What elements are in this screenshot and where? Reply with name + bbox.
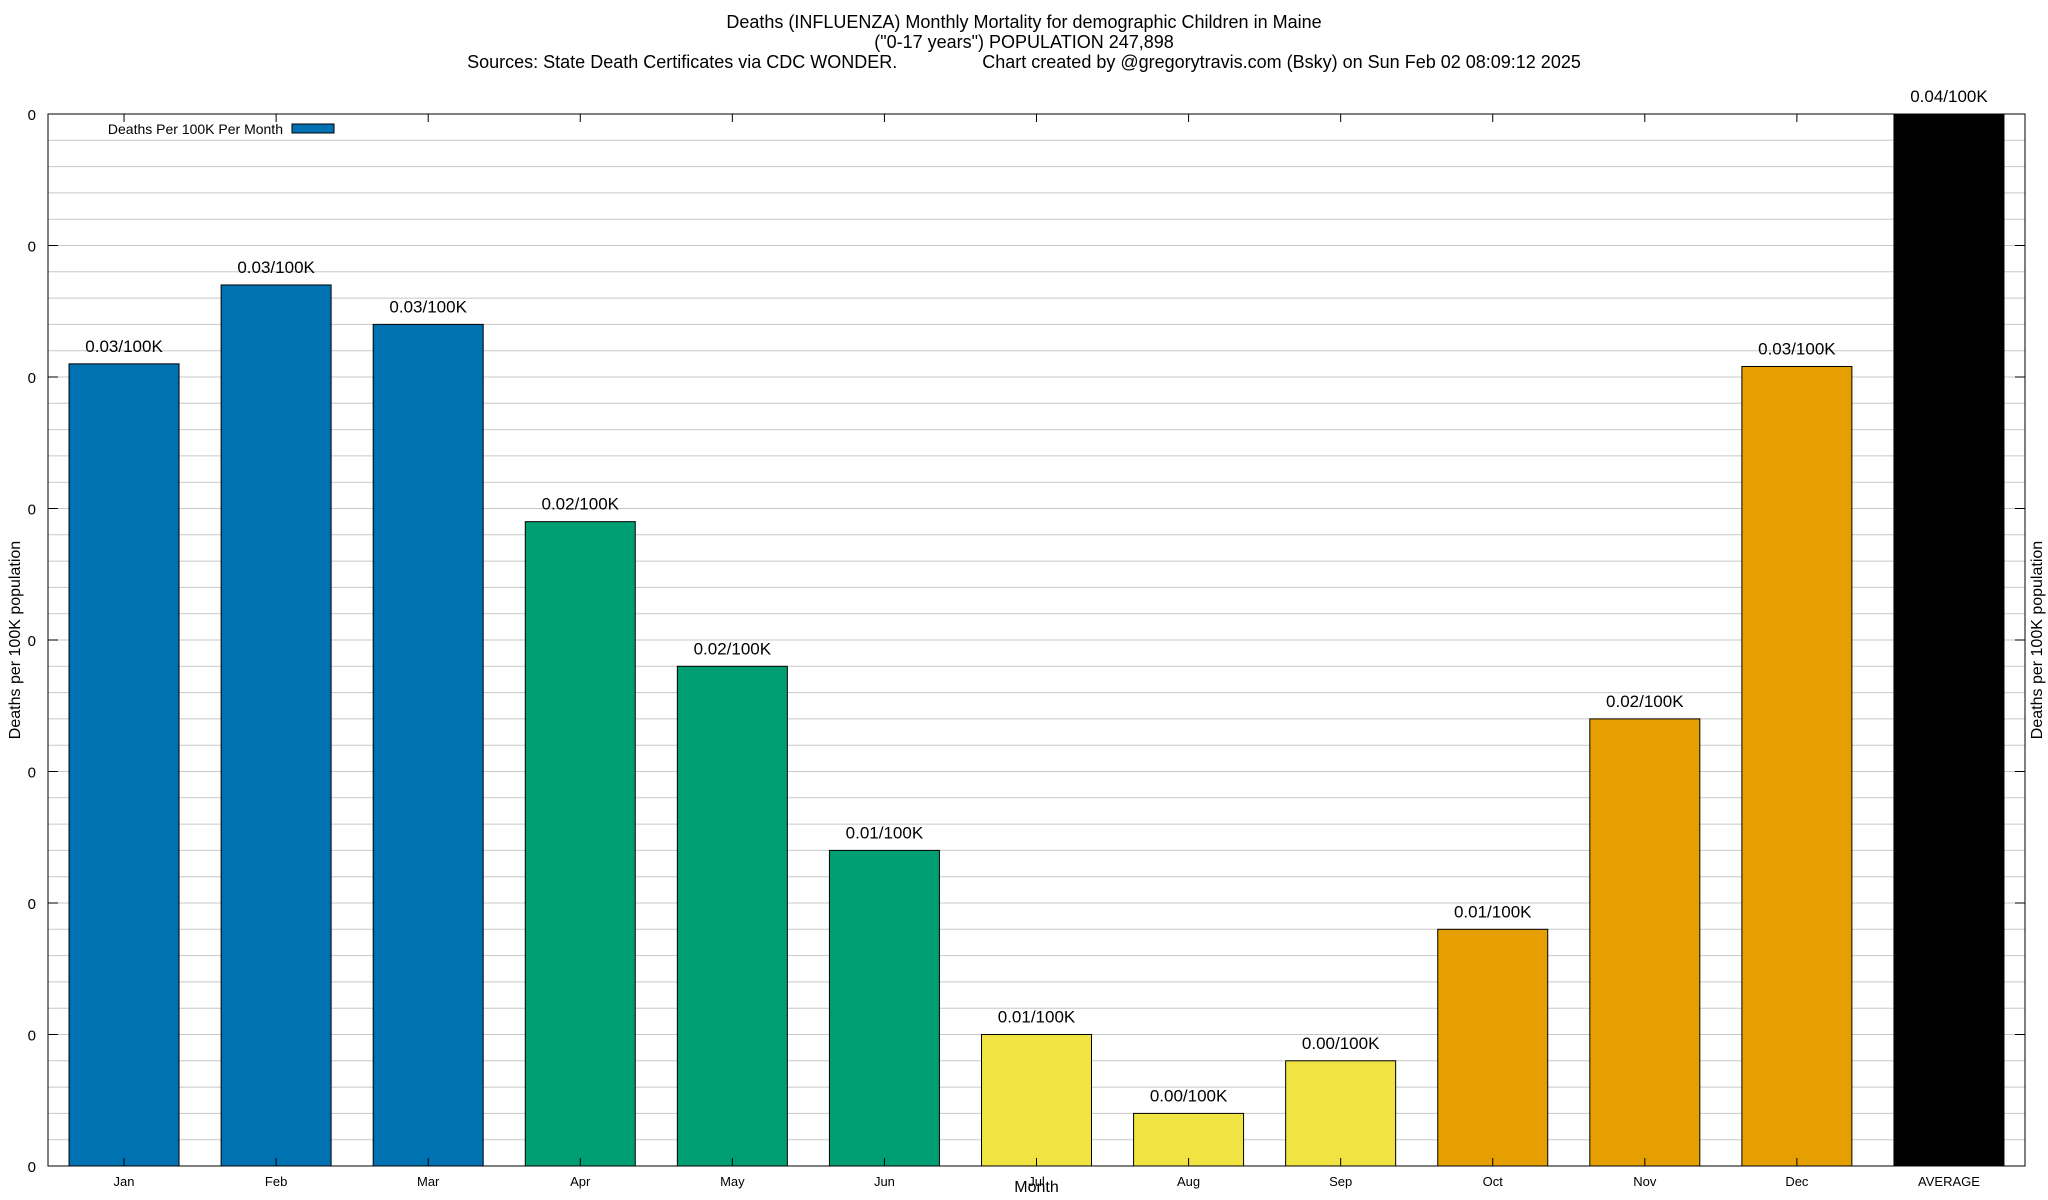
- data-label: 0.01/100K: [1454, 902, 1532, 921]
- legend-label: Deaths Per 100K Per Month: [108, 121, 283, 137]
- bars: [68, 113, 2005, 1167]
- data-label: 0.01/100K: [846, 823, 924, 842]
- y-tick-label: 0: [28, 896, 36, 913]
- y-tick-label: 0: [28, 765, 36, 782]
- bar-apr: [524, 521, 636, 1167]
- bar-aug: [1133, 1112, 1245, 1167]
- bar-jun: [828, 849, 940, 1167]
- bar-oct: [1437, 928, 1549, 1167]
- legend: Deaths Per 100K Per Month: [108, 121, 335, 137]
- plot-frame: [47, 113, 2026, 1167]
- x-tick-label: Aug: [1177, 1174, 1200, 1189]
- x-tick-label: Jan: [114, 1174, 135, 1189]
- y-tick-label: 0: [28, 370, 36, 387]
- x-tick-label: Nov: [1633, 1174, 1657, 1189]
- data-label: 0.03/100K: [389, 297, 467, 316]
- y-tick-label: 0: [28, 1028, 36, 1045]
- data-label: 0.04/100K: [1910, 87, 1988, 106]
- legend-swatch: [291, 123, 335, 134]
- y-tick-label: 0: [28, 239, 36, 256]
- x-tick-label: May: [720, 1174, 745, 1189]
- data-label: 0.02/100K: [1606, 692, 1684, 711]
- y-tick-label: 0: [28, 502, 36, 519]
- data-label: 0.03/100K: [85, 337, 163, 356]
- bar-jan: [68, 363, 180, 1167]
- chart-subtitle: ("0-17 years") POPULATION 247,898: [874, 32, 1174, 52]
- bar-sep: [1285, 1060, 1397, 1167]
- x-tick-label: Apr: [570, 1174, 591, 1189]
- x-tick-label: Feb: [265, 1174, 287, 1189]
- x-tick-label: Jun: [874, 1174, 895, 1189]
- data-labels: 0.03/100K 0.03/100K 0.03/100K 0.02/100K 0.02…: [85, 87, 1988, 1105]
- x-tick-label: Dec: [1785, 1174, 1809, 1189]
- x-tick-label: Jul: [1028, 1174, 1045, 1189]
- grid-lines: [48, 113, 2025, 1141]
- bar-jul: [981, 1034, 1092, 1167]
- y-axis-label-right: Deaths per 100K population: [2029, 541, 2046, 739]
- x-axis-label: Month: [1014, 1179, 1058, 1196]
- x-tick-label: Mar: [417, 1174, 440, 1189]
- data-label: 0.00/100K: [1302, 1034, 1380, 1053]
- bar-average: [1893, 113, 2005, 1167]
- data-label: 0.02/100K: [542, 495, 620, 514]
- bar-dec: [1741, 365, 1853, 1167]
- data-label: 0.03/100K: [1758, 339, 1836, 358]
- bar-feb: [220, 284, 332, 1167]
- data-label: 0.00/100K: [1150, 1086, 1228, 1105]
- chart-sources: Sources: State Death Certificates via CD…: [467, 52, 1581, 72]
- bar-mar: [372, 323, 484, 1167]
- data-label: 0.02/100K: [694, 639, 772, 658]
- chart-title: Deaths (INFLUENZA) Monthly Mortality for…: [726, 12, 1322, 32]
- bar-may: [676, 665, 788, 1167]
- y-axis-label: Deaths per 100K population: [7, 541, 24, 739]
- y-tick-label: 0: [28, 633, 36, 650]
- x-tick-label: Sep: [1329, 1174, 1352, 1189]
- data-label: 0.01/100K: [998, 1008, 1076, 1027]
- bar-nov: [1589, 718, 1701, 1167]
- y-tick-label: 0: [28, 107, 36, 124]
- chart-title-block: Deaths (INFLUENZA) Monthly Mortality for…: [0, 12, 2048, 72]
- x-tick-label: Oct: [1483, 1174, 1504, 1189]
- y-tick-label: 0: [28, 1159, 36, 1176]
- data-label: 0.03/100K: [237, 258, 315, 277]
- x-tick-label: AVERAGE: [1918, 1174, 1980, 1189]
